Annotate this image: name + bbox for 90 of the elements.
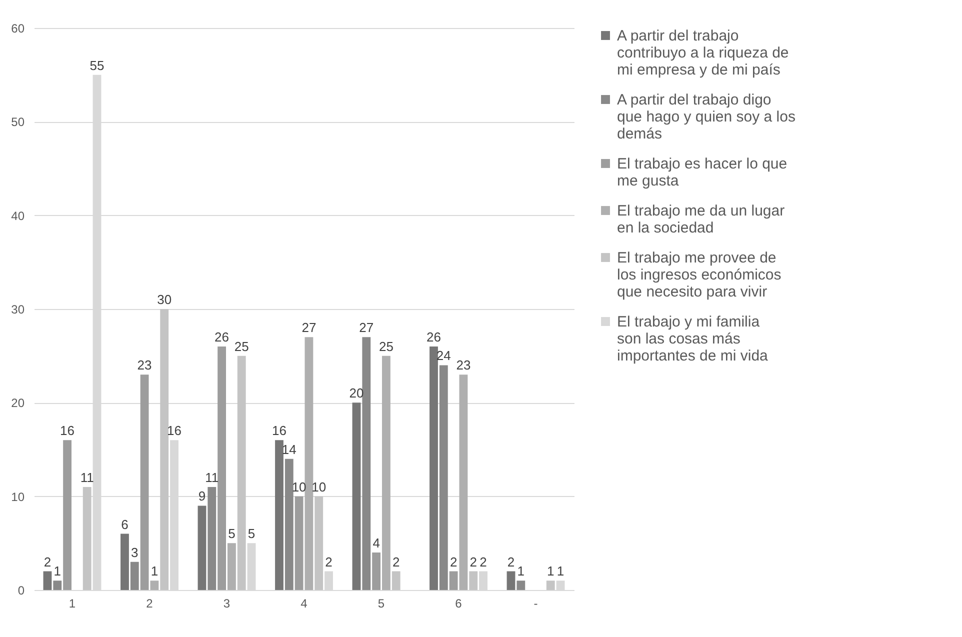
bar [314, 496, 324, 590]
bar [82, 486, 92, 590]
data-label: 25 [378, 338, 394, 354]
data-label: 26 [214, 329, 230, 344]
data-label: 5 [248, 526, 256, 542]
legend-label: A partir del trabajo contribuyo a la riqueza de mi empresa y de mi país [617, 28, 789, 78]
bar [160, 309, 169, 590]
data-label: 4 [372, 536, 380, 551]
data-label: 1 [547, 564, 554, 579]
y-tick-label: 10 [11, 490, 25, 504]
bar [53, 580, 62, 590]
data-label: 16 [272, 423, 286, 438]
bar [459, 374, 468, 590]
bar [43, 571, 52, 590]
data-label: 23 [456, 358, 471, 373]
bar [227, 543, 236, 590]
x-tick-label: - [534, 596, 538, 610]
bar [120, 534, 129, 590]
data-label: 26 [426, 329, 441, 344]
bar [392, 571, 400, 590]
data-label: 1 [150, 564, 158, 579]
x-tick-label: 4 [300, 596, 308, 610]
data-label: 1 [54, 564, 61, 579]
x-tick-label: 3 [223, 596, 230, 610]
y-tick-label: 30 [11, 302, 25, 316]
bar [430, 346, 438, 590]
legend-label: El trabajo es hacer lo que me gusta [617, 156, 788, 190]
bar [140, 374, 149, 590]
bar [324, 571, 333, 590]
data-label: 9 [198, 488, 206, 504]
bar [479, 571, 488, 590]
data-label: 16 [167, 423, 182, 438]
data-label: 2 [44, 554, 52, 570]
data-label: 16 [60, 423, 75, 438]
y-tick-label: 0 [18, 584, 25, 598]
bar [372, 552, 381, 590]
bar [546, 580, 555, 590]
y-tick-label: 60 [11, 22, 25, 36]
data-label: 10 [312, 479, 326, 494]
bar [556, 580, 565, 590]
bar [294, 496, 304, 590]
data-label: 2 [480, 554, 487, 570]
data-label: 1 [556, 564, 564, 579]
bar [208, 486, 216, 590]
bar [304, 337, 314, 590]
data-label: 25 [234, 338, 249, 354]
legend-label: El trabajo y mi familia son las cosas más importantes de mi vida [617, 314, 769, 364]
x-tick-label: 2 [146, 596, 154, 610]
data-label: 11 [80, 470, 94, 485]
bar [198, 506, 206, 590]
data-label: 2 [470, 554, 477, 570]
data-label: 23 [137, 358, 152, 373]
bar [506, 571, 516, 590]
bar [275, 440, 284, 590]
bar [362, 337, 371, 590]
bar [469, 571, 478, 590]
data-label: 3 [131, 544, 138, 560]
bar [382, 356, 390, 590]
bar [247, 543, 256, 590]
data-label: 27 [302, 320, 316, 336]
data-label: 6 [121, 516, 128, 532]
bar [218, 346, 226, 590]
data-label: 5 [228, 526, 236, 542]
bar [130, 562, 139, 590]
data-label: 2 [325, 554, 332, 570]
bar [237, 356, 246, 590]
bar [449, 571, 458, 590]
data-label: 55 [90, 58, 104, 73]
data-label: 2 [507, 554, 515, 570]
bar [63, 440, 72, 590]
bar [352, 402, 361, 590]
bar [150, 580, 159, 590]
data-label: 1 [517, 564, 525, 579]
legend-label: A partir del trabajo digo que hago y quien soy a los demás [617, 92, 796, 142]
x-tick-label: 5 [378, 596, 385, 610]
y-tick-label: 50 [11, 115, 25, 130]
bar [439, 365, 448, 590]
legend-label: El trabajo me da un lugar en la sociedad [617, 202, 785, 236]
bar [284, 458, 294, 590]
x-tick-label: 1 [68, 596, 76, 610]
y-tick-label: 40 [11, 208, 25, 223]
data-label: 2 [392, 554, 400, 570]
x-tick-label: 6 [455, 596, 462, 610]
data-label: 2 [450, 554, 458, 570]
y-tick-label: 20 [11, 396, 25, 410]
legend-label: El trabajo me provee de los ingresos económicos que necesito para vivir [617, 250, 782, 300]
data-label: 27 [359, 320, 374, 336]
data-label: 11 [205, 470, 219, 485]
data-label: 30 [157, 292, 172, 307]
bar [516, 580, 526, 590]
